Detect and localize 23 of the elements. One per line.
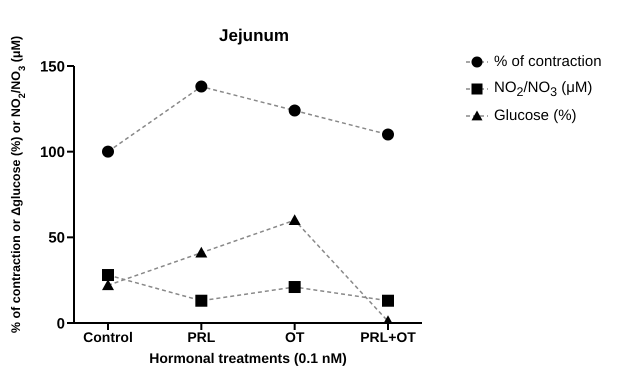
point — [195, 80, 208, 93]
x-axis-title: Hormonal treatments (0.1 nM) — [149, 350, 347, 366]
point — [195, 294, 208, 307]
chart-title: Jejunum — [218, 26, 290, 46]
x-tick-label: PRL — [187, 328, 216, 345]
point — [102, 269, 114, 282]
point — [288, 214, 301, 225]
x-tick-label: OT — [284, 328, 305, 345]
x-tick-label: PRL+OT — [360, 328, 416, 345]
y-tick-label: 150 — [40, 58, 65, 76]
y-tick-label: 100 — [40, 144, 65, 161]
y-tick-label: 0 — [56, 315, 65, 332]
point — [102, 146, 114, 158]
legend-label: Glucose (%) — [494, 107, 577, 124]
point — [288, 104, 301, 117]
point — [382, 294, 394, 307]
point — [195, 246, 208, 258]
legend-label: NO$_{2}$/NO$_{3}$ (μM) — [494, 78, 592, 98]
point — [288, 281, 301, 294]
legend-label: % of contraction — [494, 53, 602, 70]
point — [382, 128, 394, 141]
y-tick-label: 50 — [48, 230, 65, 247]
x-tick-label: Control — [83, 328, 133, 345]
